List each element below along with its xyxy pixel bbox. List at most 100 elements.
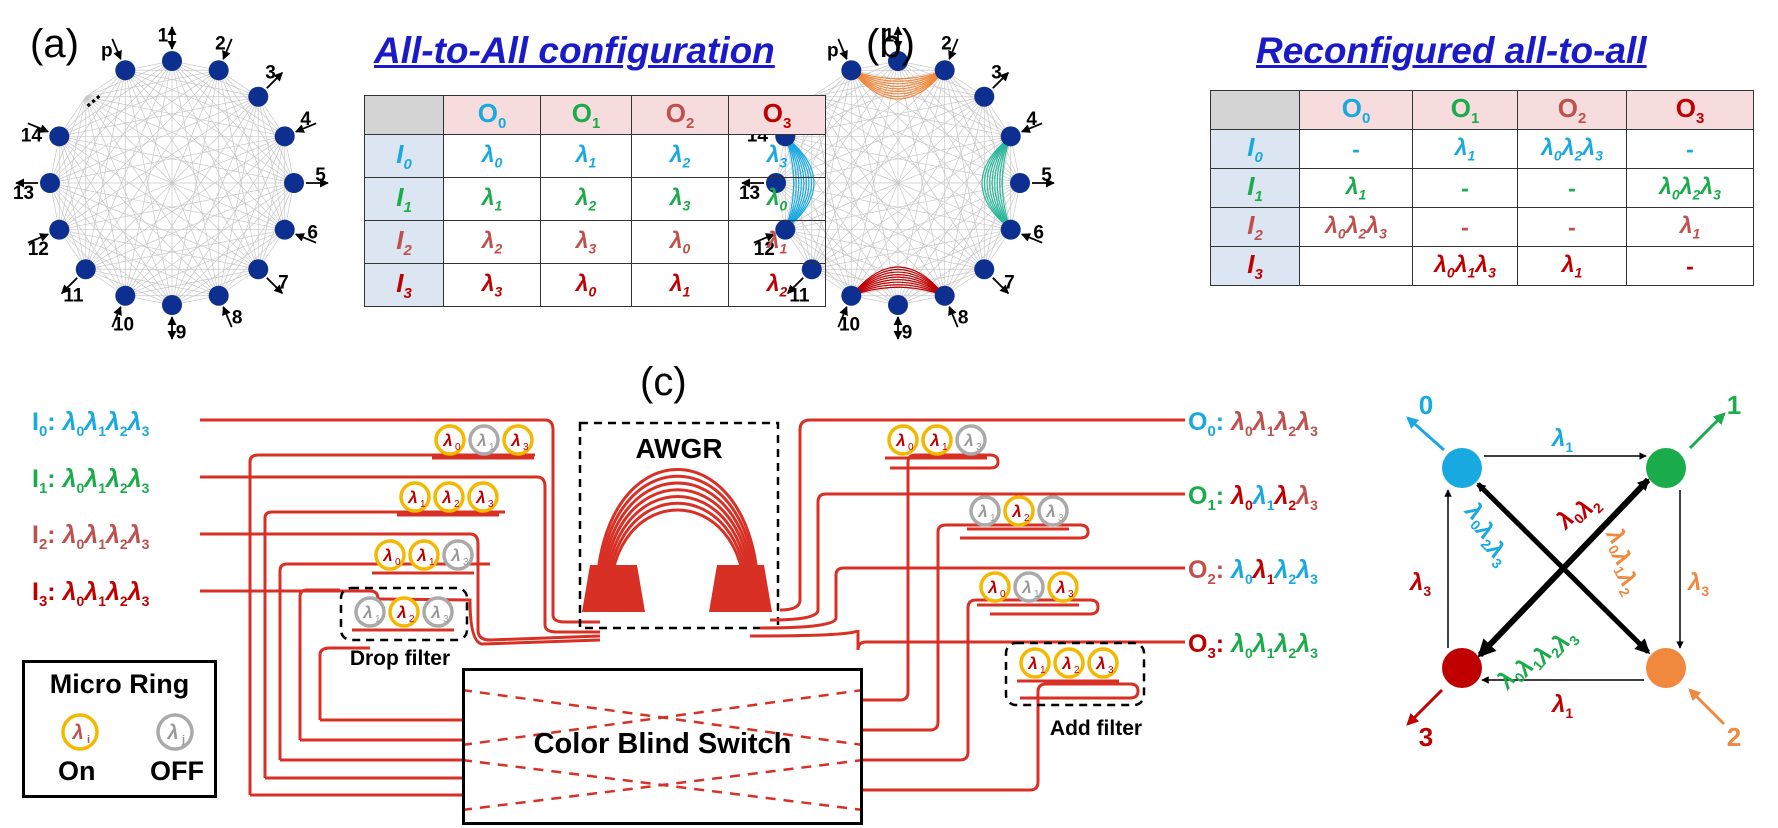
ext-2 [1688,688,1726,726]
ring-sub: 1 [429,557,435,568]
table-row: I3 λ0λ1λ3 λ1- [1210,246,1754,286]
awgr-arc [597,474,758,601]
ring-on [399,481,431,513]
header-text: O [1675,92,1696,123]
table-cell [1299,246,1413,286]
row-header: I2 [364,220,444,264]
graph-node [974,86,995,107]
graph-node [162,295,182,315]
table-cell: - [1412,168,1518,208]
node-label: 9 [176,322,187,343]
node-label: p [101,40,113,61]
table-cell: λ3 [631,177,729,221]
graph-node [934,60,955,81]
graph-node [934,285,955,306]
ring-sub: 2 [1074,665,1080,676]
waveguide [863,682,1140,792]
output-label: O0: λ0λ1λ2λ3 [1188,408,1318,440]
legend-off-label: OFF [150,756,204,786]
graph-node [208,60,229,81]
ring-on [1047,571,1079,603]
graph-node [1000,219,1021,240]
waveguide [298,588,340,740]
topology-node-label: 3 [1419,722,1433,752]
column-header: O1 [540,95,632,135]
ring-lambda: λ [416,546,426,565]
node-label: 5 [315,165,326,186]
table-cell: λ1 [728,220,826,264]
table-row: I2 λ0λ2λ3- - λ1 [1210,207,1754,247]
topology-node-label: 2 [1727,722,1741,752]
waveguide [200,589,601,646]
topology-node [1442,648,1482,688]
node-io-arrow [27,233,50,244]
table-cell: λ0 [443,134,541,178]
topology-node [1442,448,1482,488]
topology-node-label: 1 [1727,390,1741,420]
legend-title: Micro Ring [49,669,190,699]
ring-sub: 3 [1068,589,1074,600]
waveguide [200,532,601,642]
table-cell: - [1517,168,1627,208]
graph-node [115,285,136,306]
graph-node [1010,173,1030,193]
ring-sub: 1 [489,442,495,453]
graph-node [1000,126,1021,147]
input-label: I0: λ0λ1λ2λ3 [32,408,150,440]
node-label: 1 [158,26,169,47]
header-text: O [762,97,783,128]
ring-sub: 2 [454,499,460,510]
node-io-arrow [111,38,122,61]
ring-lambda: λ [1095,654,1105,673]
legend-rings: λ i λ j [61,713,194,751]
ring-off [442,539,474,571]
column-header: O1 [1412,90,1518,130]
node-io-arrow [992,72,1009,89]
ring-lambda: λ [929,431,939,450]
ext-1 [1688,412,1726,450]
node-label: 2 [215,33,226,54]
awgr-input-coupler [582,565,645,612]
table-cell: - [1626,129,1754,169]
ring-on [1019,647,1051,679]
graph-node [115,60,136,81]
ring-on [467,481,499,513]
ring-sub: 1 [1040,665,1046,676]
ring-lambda: λ [450,546,460,565]
ring-on [921,424,953,456]
topology-node [1646,448,1686,488]
ring-lambda: λ [510,431,520,450]
ring-on [1053,647,1085,679]
ring-sub: 3 [488,499,494,510]
wavelength-table-b: O0 O1 O2 O3 I0- λ1 λ0λ2λ3- I1 λ1- - λ0λ2λ3 I2 λ0λ2λ3… [1210,90,1754,286]
micro-ring-legend: Micro Ring On OFF λ i λ j [22,660,217,798]
graph-node [75,259,96,280]
table-cell: λ2 [728,263,826,307]
waveguide [248,453,535,795]
topology-node-label: 0 [1419,390,1433,420]
node-io-arrow [294,233,317,244]
ring-on [408,539,440,571]
graph-node [841,285,862,306]
graph-node [888,295,908,315]
ring-lambda: λ [1021,578,1031,597]
ring-on [1087,647,1119,679]
node-io-arrow [948,305,959,328]
ring-on [887,424,919,456]
switch-label: Color Blind Switch [533,728,792,760]
ring-off [1037,495,1069,527]
node-io-arrow [266,72,283,89]
ring-on [502,424,534,456]
wavelength-table-a: O0 O1 O2 O3 I0 λ0 λ1 λ2 λ3 I1 λ1 λ2 λ3 λ0 I2 λ2 λ3 λ0 λ1 I3… [364,95,826,307]
ring-sub: 1 [420,499,426,510]
ring-lambda: λ [963,431,973,450]
node-label: 2 [941,33,952,54]
input-label: I3: λ0λ1λ2λ3 [32,578,150,610]
ring-on [433,481,465,513]
output-label: O3: λ0λ1λ2λ3 [1188,630,1318,662]
